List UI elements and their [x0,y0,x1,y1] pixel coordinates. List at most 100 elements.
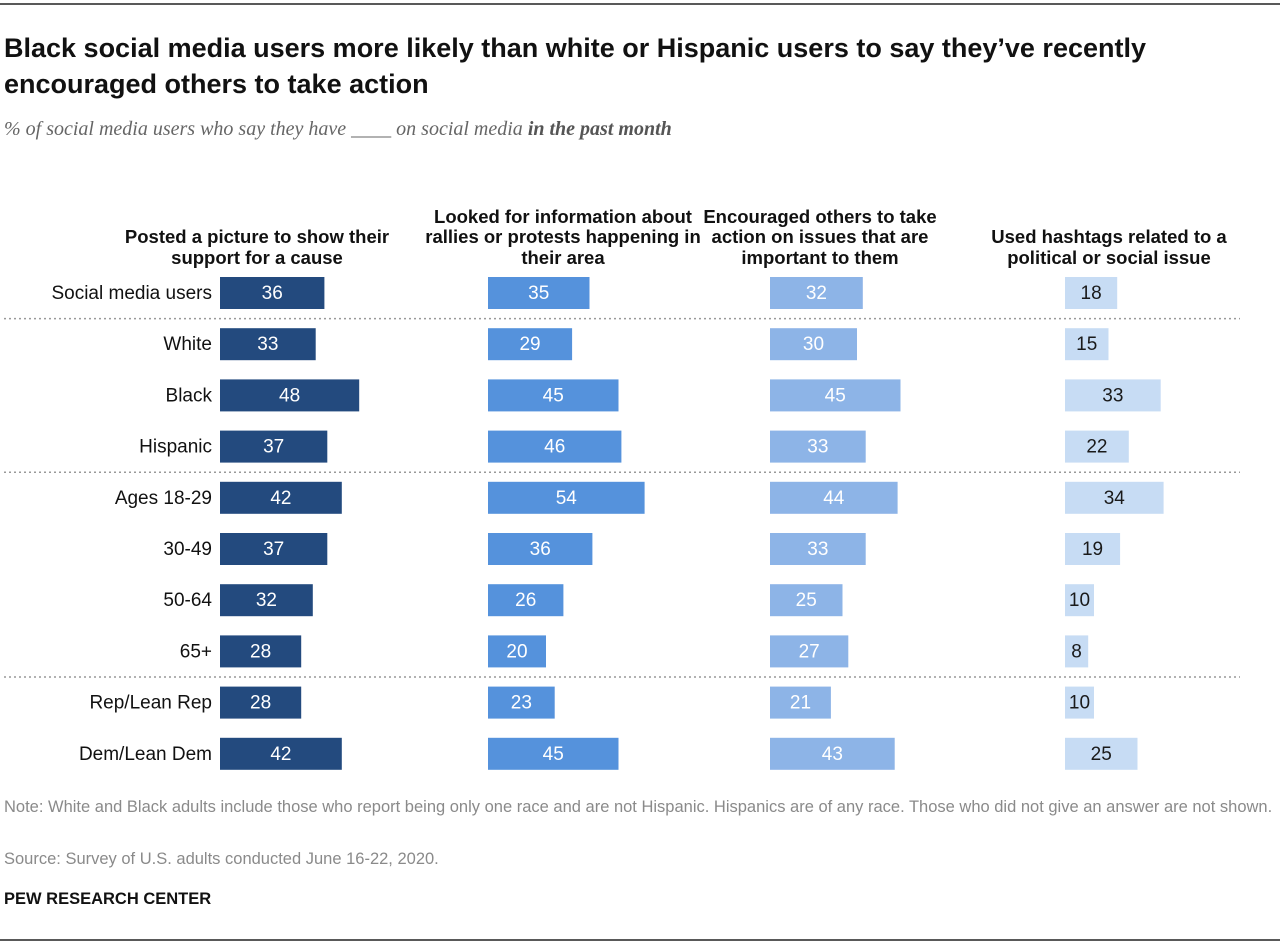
bar [770,481,898,514]
bar [770,277,863,309]
value-label: 8 [1071,641,1082,662]
value-label: 37 [263,437,284,458]
value-label: 35 [528,283,549,304]
value-label: 46 [544,437,565,458]
value-label: 29 [519,334,540,355]
category-label: Dem/Lean Dem [79,744,212,765]
bar [220,328,316,361]
bar [488,635,546,668]
category-label: Ages 18-29 [115,488,212,509]
bar [770,635,849,668]
category-label: Hispanic [139,437,212,458]
bar [220,430,328,463]
value-label: 36 [530,539,551,560]
bar [1065,328,1109,361]
bar [488,533,593,565]
value-label: 26 [515,590,536,611]
bar [488,277,590,309]
bar [1065,277,1118,309]
category-label: 50-64 [163,590,212,611]
category-label: Rep/Lean Rep [89,693,212,714]
bar [220,481,342,514]
bar [488,584,564,617]
value-label: 45 [543,385,564,406]
category-label: Social media users [51,283,212,304]
value-label: 33 [257,334,278,355]
bar [1065,584,1094,617]
value-label: 27 [799,641,820,662]
value-label: 28 [250,641,271,662]
bar [1065,379,1161,412]
bar [770,686,831,719]
value-label: 33 [807,539,828,560]
value-label: 21 [790,693,811,714]
value-label: 30 [803,334,824,355]
bar [488,737,619,770]
value-label: 36 [262,283,283,304]
column-header: Used hashtags related to a political or … [991,226,1227,268]
value-label: 20 [506,641,527,662]
bar [220,635,302,668]
value-label: 25 [1091,744,1112,765]
bar [220,379,360,412]
value-label: 33 [1102,385,1123,406]
bar [770,533,866,565]
value-label: 15 [1076,334,1097,355]
chart-title: Black social media users more likely tha… [4,33,1146,99]
source: Source: Survey of U.S. adults conducted … [4,850,439,868]
value-label: 34 [1104,488,1126,509]
bar [488,379,619,412]
bar [220,737,342,770]
bar [488,481,645,514]
category-label: 65+ [180,641,212,662]
value-label: 23 [511,693,532,714]
bar [770,379,901,412]
bar [488,686,555,719]
bar [488,430,622,463]
value-label: 44 [823,488,845,509]
value-label: 10 [1069,693,1090,714]
bar [1065,481,1164,514]
bar [488,328,573,361]
value-label: 54 [556,488,578,509]
bar [1065,533,1121,565]
subtitle-emphasis: in the past month [527,118,672,140]
column-header: Encouraged others to take action on issu… [703,205,937,268]
value-label: 45 [543,744,564,765]
bar [220,277,325,309]
category-label: Black [166,385,213,406]
value-label: 25 [796,590,817,611]
bar [1065,430,1129,463]
value-label: 18 [1081,283,1102,304]
bar [770,430,866,463]
bar [1065,737,1138,770]
value-label: 32 [806,283,827,304]
bar [770,584,843,617]
value-label: 22 [1086,437,1107,458]
category-label: 30-49 [163,539,212,560]
bar [220,533,328,565]
bar [770,328,857,361]
column-header: Looked for information about rallies or … [425,205,701,268]
column-header: Posted a picture to show their support f… [124,226,390,268]
value-label: 37 [263,539,284,560]
bar [1065,635,1089,668]
value-label: 19 [1082,539,1103,560]
note: Note: White and Black adults include tho… [4,798,1273,816]
bar [770,737,895,770]
value-label: 32 [256,590,277,611]
value-label: 43 [822,744,843,765]
value-label: 33 [807,437,828,458]
category-label: White [163,334,212,355]
footer: PEW RESEARCH CENTER [4,890,212,908]
value-label: 28 [250,693,271,714]
bar [220,584,313,617]
value-label: 10 [1069,590,1090,611]
value-label: 42 [270,744,291,765]
bar [1065,686,1094,719]
bar [220,686,302,719]
value-label: 45 [825,385,846,406]
value-label: 42 [270,488,291,509]
